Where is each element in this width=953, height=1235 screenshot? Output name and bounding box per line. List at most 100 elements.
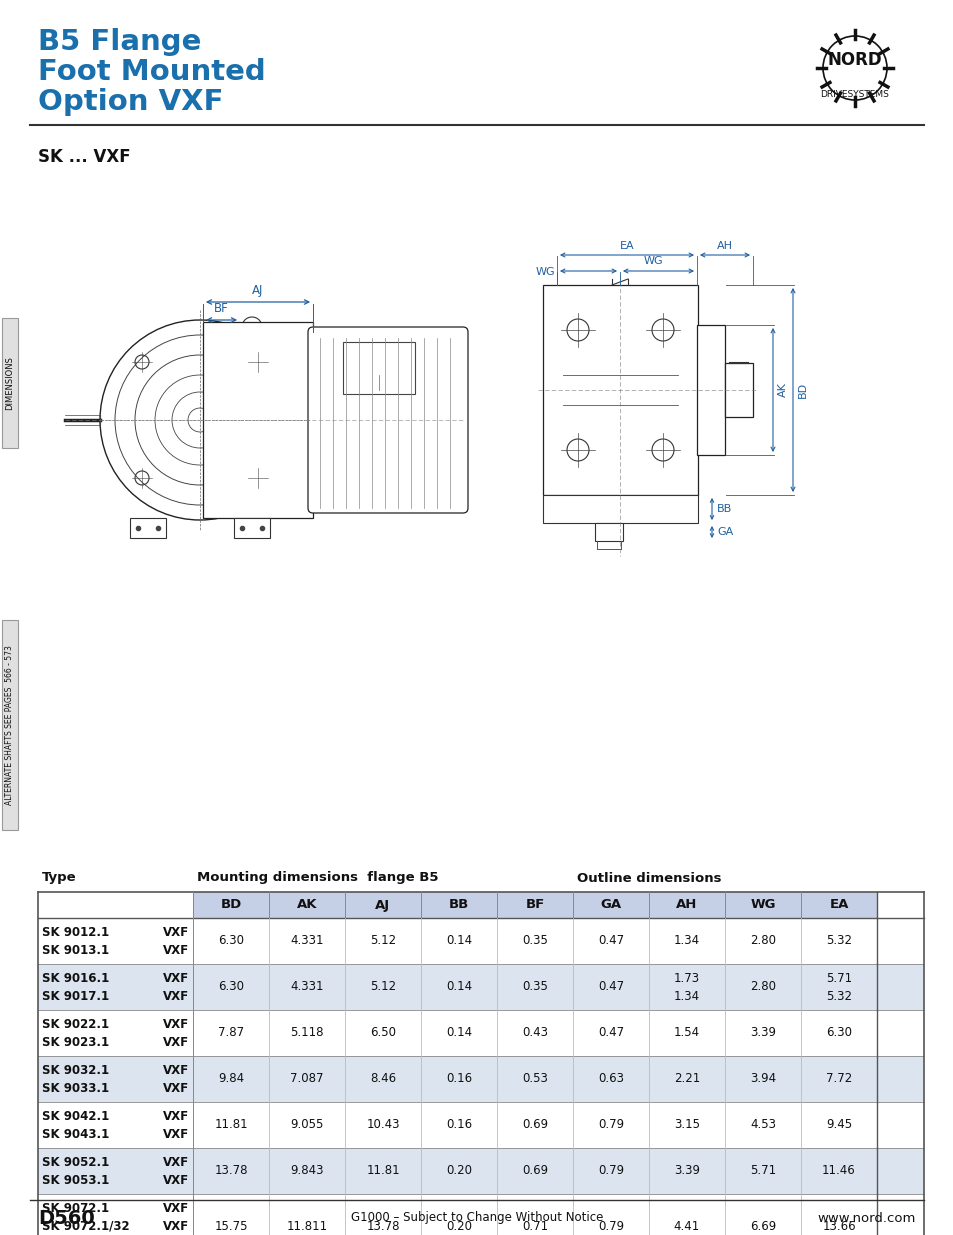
Text: 13.66: 13.66 bbox=[821, 1219, 855, 1233]
Text: SK 9072.1/32: SK 9072.1/32 bbox=[42, 1219, 130, 1233]
Text: VXF: VXF bbox=[163, 1173, 189, 1187]
Text: Foot Mounted: Foot Mounted bbox=[38, 58, 266, 86]
Text: 6.30: 6.30 bbox=[218, 981, 244, 993]
Text: VXF: VXF bbox=[163, 1219, 189, 1233]
Bar bbox=[2, 317, 18, 448]
Text: SK 9017.1: SK 9017.1 bbox=[42, 989, 109, 1003]
Text: WG: WG bbox=[643, 256, 662, 266]
Text: EA: EA bbox=[828, 899, 848, 911]
Bar bbox=[233, 517, 270, 538]
Text: VXF: VXF bbox=[163, 989, 189, 1003]
Text: 4.331: 4.331 bbox=[290, 935, 323, 947]
Bar bbox=[2, 620, 18, 830]
Bar bbox=[542, 495, 698, 522]
Text: 0.35: 0.35 bbox=[521, 935, 547, 947]
Text: SK 9032.1: SK 9032.1 bbox=[42, 1063, 109, 1077]
Text: AH: AH bbox=[676, 899, 697, 911]
Text: 5.71: 5.71 bbox=[749, 1165, 775, 1177]
Text: 0.71: 0.71 bbox=[521, 1219, 547, 1233]
Text: G1000 – Subject to Change Without Notice: G1000 – Subject to Change Without Notice bbox=[351, 1212, 602, 1224]
Text: 1.54: 1.54 bbox=[673, 1026, 700, 1040]
Text: 7.087: 7.087 bbox=[290, 1072, 323, 1086]
Text: Outline dimensions: Outline dimensions bbox=[577, 872, 720, 884]
Text: 2.21: 2.21 bbox=[673, 1072, 700, 1086]
Text: 6.69: 6.69 bbox=[749, 1219, 776, 1233]
Text: 6.30: 6.30 bbox=[218, 935, 244, 947]
Text: 0.47: 0.47 bbox=[598, 935, 623, 947]
Text: 1.73: 1.73 bbox=[673, 972, 700, 984]
Text: 1.34: 1.34 bbox=[673, 989, 700, 1003]
Text: SK 9072.1: SK 9072.1 bbox=[42, 1202, 109, 1214]
Text: B5 Flange: B5 Flange bbox=[38, 28, 201, 56]
Text: VXF: VXF bbox=[163, 1063, 189, 1077]
Text: 0.43: 0.43 bbox=[521, 1026, 547, 1040]
Text: 5.32: 5.32 bbox=[825, 935, 851, 947]
Text: 1.34: 1.34 bbox=[673, 935, 700, 947]
Text: 0.20: 0.20 bbox=[446, 1165, 472, 1177]
Text: SK 9022.1: SK 9022.1 bbox=[42, 1018, 109, 1030]
Text: SK 9052.1: SK 9052.1 bbox=[42, 1156, 110, 1168]
Text: 4.41: 4.41 bbox=[673, 1219, 700, 1233]
Text: 11.81: 11.81 bbox=[366, 1165, 399, 1177]
Text: 9.84: 9.84 bbox=[217, 1072, 244, 1086]
Text: VXF: VXF bbox=[163, 1156, 189, 1168]
Text: 0.20: 0.20 bbox=[446, 1219, 472, 1233]
Text: BD: BD bbox=[797, 382, 807, 398]
Text: 5.71: 5.71 bbox=[825, 972, 851, 984]
Text: 5.12: 5.12 bbox=[370, 981, 395, 993]
Text: BD: BD bbox=[220, 899, 241, 911]
Text: EA: EA bbox=[619, 241, 634, 251]
Text: AK: AK bbox=[296, 899, 317, 911]
Text: 7.87: 7.87 bbox=[217, 1026, 244, 1040]
Text: 9.843: 9.843 bbox=[290, 1165, 323, 1177]
Text: VXF: VXF bbox=[163, 972, 189, 984]
Text: ALTERNATE SHAFTS SEE PAGES  566 - 573: ALTERNATE SHAFTS SEE PAGES 566 - 573 bbox=[6, 645, 14, 805]
Text: 9.055: 9.055 bbox=[290, 1119, 323, 1131]
Text: 4.331: 4.331 bbox=[290, 981, 323, 993]
Text: 2.80: 2.80 bbox=[749, 981, 775, 993]
Text: 2.80: 2.80 bbox=[749, 935, 775, 947]
Text: 0.16: 0.16 bbox=[445, 1072, 472, 1086]
Text: 0.14: 0.14 bbox=[445, 1026, 472, 1040]
Text: AK: AK bbox=[778, 383, 787, 398]
Text: VXF: VXF bbox=[163, 1082, 189, 1094]
Text: 5.32: 5.32 bbox=[825, 989, 851, 1003]
Text: BF: BF bbox=[213, 303, 228, 315]
Text: SK 9013.1: SK 9013.1 bbox=[42, 944, 109, 956]
Bar bbox=[38, 1010, 923, 1056]
FancyBboxPatch shape bbox=[308, 327, 468, 513]
Text: BB: BB bbox=[717, 504, 732, 514]
Text: 7.72: 7.72 bbox=[825, 1072, 851, 1086]
Text: BB: BB bbox=[449, 899, 469, 911]
Text: 0.79: 0.79 bbox=[598, 1119, 623, 1131]
Text: 11.811: 11.811 bbox=[286, 1219, 327, 1233]
Text: 3.94: 3.94 bbox=[749, 1072, 775, 1086]
Text: WG: WG bbox=[535, 267, 555, 277]
Text: 0.69: 0.69 bbox=[521, 1119, 547, 1131]
Text: SK 9043.1: SK 9043.1 bbox=[42, 1128, 110, 1140]
Text: VXF: VXF bbox=[163, 1035, 189, 1049]
Text: 9.45: 9.45 bbox=[825, 1119, 851, 1131]
Text: 0.14: 0.14 bbox=[445, 981, 472, 993]
Text: 0.79: 0.79 bbox=[598, 1219, 623, 1233]
Text: VXF: VXF bbox=[163, 1109, 189, 1123]
Text: SK 9042.1: SK 9042.1 bbox=[42, 1109, 110, 1123]
Text: SK ... VXF: SK ... VXF bbox=[38, 148, 131, 165]
Text: 0.69: 0.69 bbox=[521, 1165, 547, 1177]
Bar bbox=[193, 892, 876, 918]
Text: AJ: AJ bbox=[375, 899, 390, 911]
Bar bbox=[38, 1149, 923, 1194]
Text: 3.39: 3.39 bbox=[673, 1165, 700, 1177]
Text: DIMENSIONS: DIMENSIONS bbox=[6, 356, 14, 410]
Text: VXF: VXF bbox=[163, 1202, 189, 1214]
Bar bbox=[38, 918, 923, 965]
Text: 3.15: 3.15 bbox=[673, 1119, 700, 1131]
Text: 11.46: 11.46 bbox=[821, 1165, 855, 1177]
Text: GA: GA bbox=[717, 527, 733, 537]
Text: VXF: VXF bbox=[163, 1128, 189, 1140]
Text: 0.47: 0.47 bbox=[598, 1026, 623, 1040]
Text: 0.35: 0.35 bbox=[521, 981, 547, 993]
Text: BF: BF bbox=[525, 899, 544, 911]
Bar bbox=[724, 363, 752, 417]
Text: 11.81: 11.81 bbox=[214, 1119, 248, 1131]
